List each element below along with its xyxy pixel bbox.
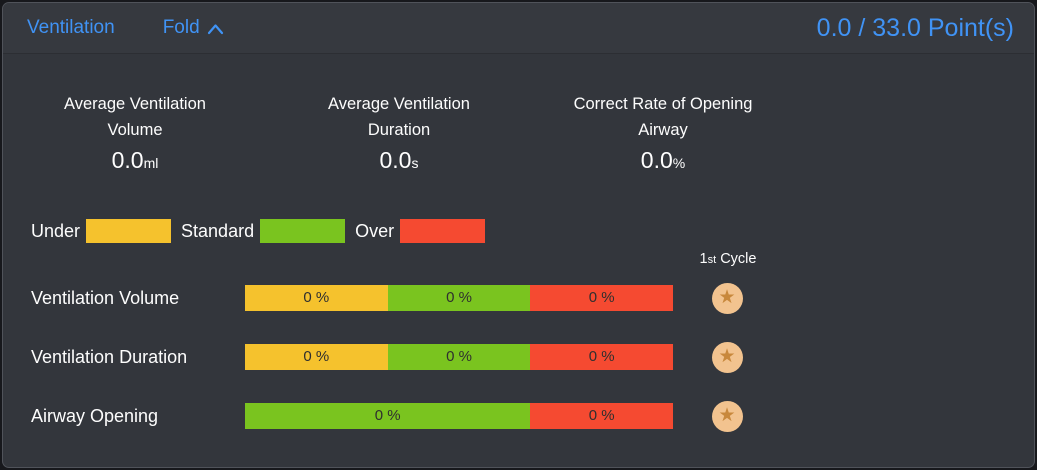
bar-row-ventilation-volume: Ventilation Volume 0 % 0 % 0 % ★	[31, 282, 1034, 314]
stat-title-line: Correct Rate of Opening	[573, 95, 753, 113]
legend: Under Standard Over	[31, 219, 486, 243]
stat-average-ventilation-duration: Average Ventilation Duration 0.0s	[267, 91, 531, 174]
cycle-column-header: 1st Cycle	[699, 251, 757, 267]
legend-swatch-over	[400, 219, 486, 243]
stat-title-line: Airway	[638, 121, 688, 139]
stat-value: 0.0	[111, 147, 144, 173]
bar-segment-under: 0 %	[245, 344, 388, 370]
bar-rows: Ventilation Volume 0 % 0 % 0 % ★ Ventila…	[31, 282, 1034, 460]
bar-segment-under: 0 %	[245, 285, 388, 311]
legend-swatch-under	[86, 219, 172, 243]
fold-toggle[interactable]: Fold	[163, 17, 224, 39]
legend-swatch-standard	[260, 219, 346, 243]
stat-title-line: Volume	[107, 121, 163, 139]
stat-average-ventilation-volume: Average Ventilation Volume 0.0ml	[3, 91, 267, 174]
fold-toggle-label: Fold	[162, 17, 200, 38]
bar-row-label: Airway Opening	[31, 405, 159, 426]
star-icon: ★	[718, 345, 736, 367]
star-icon: ★	[718, 404, 736, 426]
cycle-score-badge: ★	[711, 341, 743, 373]
segmented-bar: 0 % 0 % 0 %	[245, 344, 674, 370]
stat-title-line: Average Ventilation	[64, 95, 206, 113]
stats-row: Average Ventilation Volume 0.0ml Average…	[3, 91, 795, 174]
panel-header: Ventilation Fold 0.0 / 33.0 Point(s)	[3, 3, 1034, 54]
cycle-score-badge: ★	[711, 282, 743, 314]
bar-segment-standard: 0 %	[387, 285, 531, 311]
stat-correct-rate-airway-opening: Correct Rate of Opening Airway 0.0%	[531, 91, 795, 174]
stat-title-line: Duration	[367, 121, 431, 139]
segmented-bar: 0 % 0 %	[245, 403, 673, 429]
bar-segment-standard: 0 %	[245, 403, 531, 429]
stat-value: 0.0	[379, 147, 412, 173]
bar-row-label: Ventilation Duration	[31, 346, 188, 367]
stat-unit: ml	[143, 155, 159, 171]
segmented-bar: 0 % 0 % 0 %	[245, 285, 674, 311]
score-points: 0.0 / 33.0 Point(s)	[816, 13, 1014, 42]
stat-unit: %	[672, 155, 686, 171]
star-icon: ★	[718, 286, 736, 308]
bar-row-airway-opening: Airway Opening 0 % 0 % ★	[31, 400, 1034, 432]
chevron-up-icon	[207, 24, 223, 35]
stat-value: 0.0	[640, 147, 673, 173]
stat-unit: s	[411, 155, 419, 171]
panel-title: Ventilation	[27, 17, 115, 38]
stat-title-line: Average Ventilation	[328, 95, 470, 113]
bar-row-label: Ventilation Volume	[31, 287, 180, 308]
cycle-score-badge: ★	[711, 400, 743, 432]
legend-label-under: Under	[31, 220, 81, 241]
legend-label-over: Over	[355, 220, 395, 241]
bar-segment-standard: 0 %	[387, 344, 531, 370]
bar-row-ventilation-duration: Ventilation Duration 0 % 0 % 0 % ★	[31, 341, 1034, 373]
bar-segment-over: 0 %	[530, 285, 674, 311]
legend-label-standard: Standard	[181, 220, 255, 241]
bar-segment-over: 0 %	[530, 344, 674, 370]
bar-segment-over: 0 %	[530, 403, 673, 429]
